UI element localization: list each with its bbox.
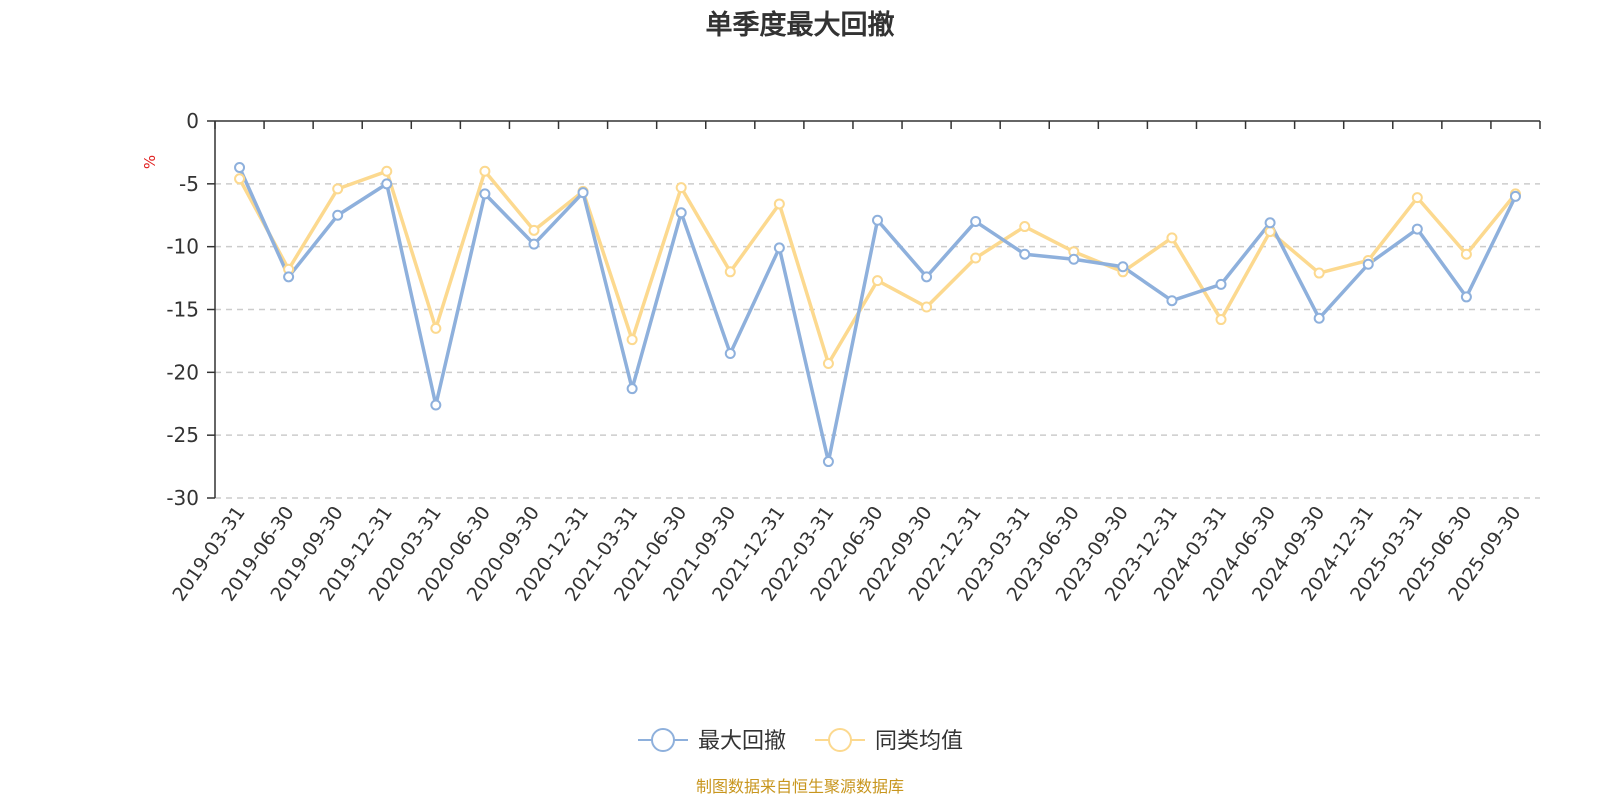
data-point xyxy=(1411,192,1423,204)
data-point xyxy=(1068,253,1080,265)
data-point xyxy=(1117,261,1129,273)
data-point xyxy=(1264,226,1276,238)
chart-title: 单季度最大回撤 xyxy=(706,9,895,41)
data-point xyxy=(675,182,687,194)
data-point xyxy=(970,252,982,264)
y-tick-label: -30 xyxy=(166,486,199,510)
data-point xyxy=(872,275,883,287)
data-point xyxy=(332,183,344,195)
y-tick-label: -20 xyxy=(166,360,199,384)
data-point xyxy=(1313,312,1325,324)
data-point xyxy=(822,358,834,370)
data-point xyxy=(872,214,883,226)
data-point xyxy=(234,161,246,173)
data-point xyxy=(1215,278,1227,290)
y-tick-label: -5 xyxy=(179,172,199,196)
legend-label: 同类均值 xyxy=(875,729,963,754)
y-axis-unit-label: % xyxy=(141,155,159,169)
data-point xyxy=(822,456,834,468)
series-line xyxy=(237,169,1517,366)
series-group xyxy=(234,161,1521,468)
data-point xyxy=(381,178,393,190)
data-point xyxy=(479,165,491,177)
y-tick-label: -15 xyxy=(166,298,199,322)
data-point xyxy=(773,242,785,254)
grid-lines xyxy=(215,183,1540,499)
data-point xyxy=(1264,217,1276,229)
y-tick-label: 0 xyxy=(186,109,199,133)
data-point xyxy=(528,224,540,236)
data-point xyxy=(430,399,442,411)
data-point xyxy=(970,216,982,228)
y-tick-label: -10 xyxy=(166,235,199,259)
y-axis-ticks: 0 -5 -10 -15 -20 -25 -30 xyxy=(166,109,215,510)
data-point xyxy=(773,198,785,210)
data-point xyxy=(577,187,589,199)
data-point xyxy=(1166,232,1178,244)
data-point xyxy=(626,334,638,346)
data-point xyxy=(1019,248,1031,260)
data-point xyxy=(1313,267,1325,279)
data-point xyxy=(675,207,687,219)
data-point xyxy=(1362,258,1374,270)
source-note: 制图数据来自恒生聚源数据库 xyxy=(696,777,904,796)
data-point xyxy=(1509,190,1521,202)
legend-circle-icon xyxy=(651,728,675,752)
data-point xyxy=(234,173,246,185)
data-point xyxy=(921,301,933,313)
data-point xyxy=(1460,291,1472,303)
data-point xyxy=(528,238,540,250)
data-point xyxy=(1019,221,1031,233)
data-point xyxy=(921,271,933,283)
legend-label: 最大回撤 xyxy=(698,729,786,754)
legend-item[interactable]: 最大回撤 xyxy=(638,728,786,754)
legend-item[interactable]: 同类均值 xyxy=(815,728,963,754)
data-point xyxy=(1411,223,1423,235)
data-point xyxy=(332,209,344,221)
legend[interactable]: 最大回撤 同类均值 xyxy=(638,728,963,754)
data-point xyxy=(381,165,393,177)
data-point xyxy=(724,266,736,278)
data-point xyxy=(283,271,295,283)
data-point xyxy=(1215,314,1227,326)
legend-circle-icon xyxy=(828,728,852,752)
data-point xyxy=(1460,248,1472,260)
data-point xyxy=(626,383,638,395)
data-point xyxy=(430,322,442,334)
y-tick-label: -25 xyxy=(166,423,199,447)
data-point xyxy=(724,347,736,359)
data-point xyxy=(479,188,491,200)
data-point xyxy=(1166,295,1178,307)
